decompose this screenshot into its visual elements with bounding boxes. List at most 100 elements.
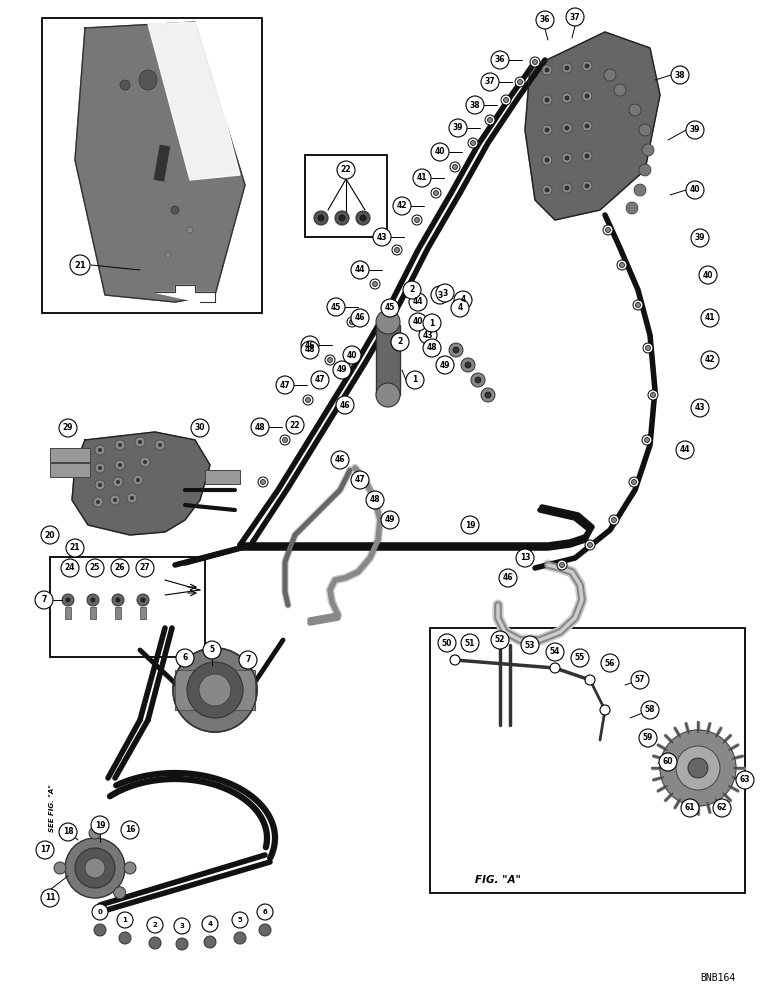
Circle shape — [381, 511, 399, 529]
Circle shape — [626, 202, 638, 214]
Circle shape — [686, 181, 704, 199]
Circle shape — [542, 65, 552, 75]
Text: 46: 46 — [305, 340, 315, 350]
Circle shape — [199, 674, 231, 706]
Circle shape — [110, 495, 120, 505]
Bar — [175, 670, 255, 710]
Circle shape — [609, 515, 619, 525]
Circle shape — [66, 597, 70, 602]
Text: 6: 6 — [182, 654, 188, 662]
Text: 27: 27 — [140, 564, 151, 572]
Bar — [154, 145, 170, 181]
Circle shape — [639, 124, 651, 136]
Circle shape — [276, 376, 294, 394]
Circle shape — [98, 466, 102, 470]
Text: 60: 60 — [662, 758, 673, 766]
Circle shape — [283, 438, 287, 442]
Circle shape — [336, 396, 354, 414]
Circle shape — [381, 299, 399, 317]
Circle shape — [339, 215, 345, 221]
Text: 38: 38 — [469, 101, 480, 109]
Text: 39: 39 — [689, 125, 700, 134]
Circle shape — [393, 197, 411, 215]
Text: 39: 39 — [452, 123, 463, 132]
Circle shape — [517, 80, 523, 85]
Circle shape — [113, 887, 126, 899]
Circle shape — [376, 383, 400, 407]
Circle shape — [582, 151, 592, 161]
Circle shape — [136, 478, 140, 482]
Text: 24: 24 — [65, 564, 75, 572]
Circle shape — [431, 143, 449, 161]
Circle shape — [648, 390, 658, 400]
Circle shape — [676, 746, 720, 790]
Circle shape — [54, 862, 66, 874]
Circle shape — [600, 705, 610, 715]
Circle shape — [135, 437, 145, 447]
Circle shape — [631, 671, 649, 689]
Circle shape — [117, 912, 133, 928]
Circle shape — [582, 181, 592, 191]
Text: 1: 1 — [429, 318, 435, 328]
Text: 19: 19 — [465, 520, 476, 530]
Circle shape — [423, 339, 441, 357]
Circle shape — [676, 441, 694, 459]
Circle shape — [487, 117, 493, 122]
Text: 49: 49 — [337, 365, 347, 374]
Text: 58: 58 — [645, 706, 655, 714]
Text: 1: 1 — [123, 917, 127, 923]
Circle shape — [257, 904, 273, 920]
Text: 38: 38 — [675, 70, 686, 80]
Circle shape — [409, 293, 427, 311]
Circle shape — [373, 282, 378, 286]
Text: 55: 55 — [575, 654, 585, 662]
Text: 5: 5 — [209, 646, 215, 654]
Polygon shape — [660, 730, 736, 806]
Circle shape — [436, 284, 454, 302]
Circle shape — [461, 358, 475, 372]
Circle shape — [449, 343, 463, 357]
Circle shape — [415, 218, 419, 223]
Text: 50: 50 — [442, 639, 452, 648]
Circle shape — [75, 848, 115, 888]
Circle shape — [560, 562, 564, 568]
Circle shape — [61, 559, 79, 577]
Circle shape — [85, 858, 105, 878]
Text: 2: 2 — [153, 922, 157, 928]
Circle shape — [187, 227, 193, 233]
Circle shape — [699, 266, 717, 284]
Circle shape — [347, 317, 357, 327]
Circle shape — [431, 286, 449, 304]
Text: 3: 3 — [438, 290, 442, 300]
Text: 17: 17 — [39, 846, 50, 854]
Circle shape — [351, 261, 369, 279]
Circle shape — [642, 144, 654, 156]
Circle shape — [634, 184, 646, 196]
Circle shape — [360, 215, 366, 221]
Circle shape — [66, 539, 84, 557]
Circle shape — [96, 500, 100, 504]
Circle shape — [585, 675, 595, 685]
Text: 2: 2 — [398, 338, 403, 347]
Circle shape — [138, 440, 142, 444]
Circle shape — [605, 228, 611, 232]
Text: 0: 0 — [97, 909, 103, 915]
Text: 4: 4 — [460, 296, 466, 304]
Text: 43: 43 — [695, 403, 706, 412]
Circle shape — [651, 392, 655, 397]
Circle shape — [149, 937, 161, 949]
Circle shape — [659, 753, 677, 771]
Circle shape — [516, 549, 534, 567]
Circle shape — [631, 480, 636, 485]
Circle shape — [191, 419, 209, 437]
Circle shape — [331, 451, 349, 469]
Circle shape — [112, 594, 124, 606]
Text: 57: 57 — [635, 676, 645, 684]
Text: 3: 3 — [442, 288, 448, 298]
Circle shape — [350, 320, 354, 324]
Circle shape — [124, 862, 136, 874]
Circle shape — [143, 460, 147, 464]
Circle shape — [41, 889, 59, 907]
Circle shape — [176, 649, 194, 667]
Bar — [115, 607, 121, 619]
